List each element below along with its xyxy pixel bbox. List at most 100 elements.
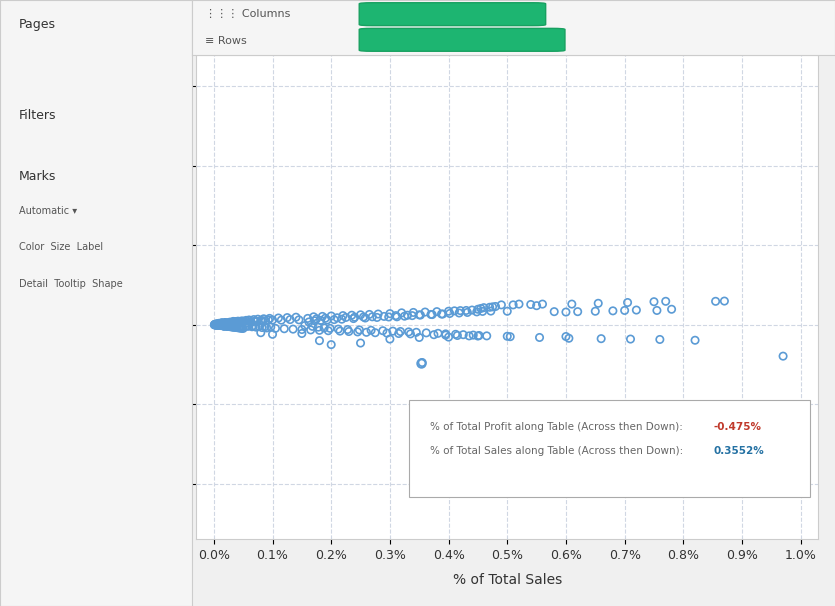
Point <box>224 318 237 327</box>
Point <box>275 315 288 325</box>
Point <box>500 307 514 316</box>
Point <box>530 301 544 310</box>
Point <box>225 322 238 331</box>
Point <box>220 319 234 328</box>
Point <box>321 326 335 336</box>
Point <box>226 322 240 332</box>
Point <box>471 304 484 314</box>
Text: Detail  Tooltip  Shape: Detail Tooltip Shape <box>19 279 123 289</box>
Point <box>266 315 279 325</box>
Point <box>229 318 242 328</box>
Point <box>432 328 445 338</box>
Point <box>435 309 448 319</box>
Point <box>215 319 228 329</box>
Point <box>463 331 476 341</box>
Point <box>486 302 499 311</box>
Point <box>256 322 269 332</box>
Point <box>208 320 221 330</box>
Point <box>258 322 271 331</box>
Point <box>296 328 309 338</box>
Point <box>244 317 257 327</box>
Point <box>218 319 231 328</box>
Point <box>591 298 605 308</box>
Point <box>358 313 372 323</box>
Point <box>220 319 234 329</box>
Point <box>232 317 245 327</box>
Point <box>224 319 237 328</box>
Point <box>222 321 235 330</box>
Point <box>224 319 237 328</box>
Point <box>354 338 367 348</box>
Point <box>220 318 234 328</box>
Point <box>242 315 256 325</box>
Point <box>216 318 230 328</box>
Point <box>457 330 470 339</box>
Point <box>465 305 478 315</box>
Point <box>536 299 549 309</box>
Point <box>383 335 397 344</box>
Point <box>777 351 790 361</box>
Point <box>224 322 237 331</box>
Point <box>232 323 245 333</box>
Point <box>401 310 414 320</box>
Point <box>236 318 250 327</box>
Point <box>227 317 240 327</box>
Point <box>443 308 457 318</box>
Point <box>653 335 666 344</box>
Point <box>222 322 235 331</box>
Point <box>439 330 453 340</box>
Point <box>296 325 309 335</box>
Point <box>222 318 235 328</box>
Point <box>377 311 391 321</box>
Point <box>351 327 364 337</box>
Point <box>302 317 316 327</box>
Point <box>407 308 420 318</box>
Point <box>339 313 352 322</box>
Point <box>264 322 277 332</box>
Point <box>321 315 334 325</box>
Point <box>234 323 247 333</box>
Point <box>337 311 350 321</box>
Point <box>301 313 315 323</box>
Point <box>211 320 225 330</box>
Point <box>412 333 426 342</box>
Point <box>228 322 241 332</box>
Point <box>325 340 338 350</box>
Point <box>483 302 496 312</box>
Point <box>223 318 236 328</box>
Point <box>256 316 269 325</box>
Point <box>230 321 243 330</box>
Point <box>428 330 441 339</box>
Point <box>211 319 225 329</box>
Point <box>215 318 228 328</box>
Point <box>473 331 486 341</box>
Point <box>212 319 225 329</box>
Point <box>380 328 393 338</box>
Point <box>382 312 396 322</box>
FancyBboxPatch shape <box>359 28 565 52</box>
Point <box>618 305 631 315</box>
Point <box>216 321 230 330</box>
Point <box>212 320 225 330</box>
Point <box>233 318 246 328</box>
Point <box>304 325 317 335</box>
Point <box>229 317 242 327</box>
Point <box>571 307 584 316</box>
Point <box>226 316 240 326</box>
Point <box>225 321 238 331</box>
Text: % of Total Sales along Table (Across then Down):: % of Total Sales along Table (Across the… <box>430 447 690 456</box>
Text: % of Total Profit along Table (Across then Down):: % of Total Profit along Table (Across th… <box>430 422 690 432</box>
Point <box>215 321 228 330</box>
Point <box>215 321 228 330</box>
Point <box>215 321 229 330</box>
Point <box>606 306 620 316</box>
Point <box>354 310 367 320</box>
Point <box>624 335 637 344</box>
Point <box>214 319 227 329</box>
Point <box>218 321 231 331</box>
Point <box>298 321 311 330</box>
Point <box>210 320 223 330</box>
Point <box>341 325 354 335</box>
Point <box>476 307 489 316</box>
Point <box>236 317 250 327</box>
